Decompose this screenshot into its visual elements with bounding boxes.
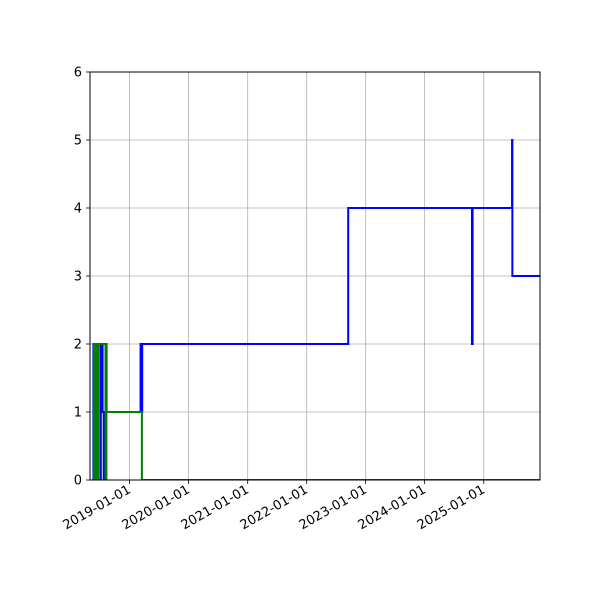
y-tick-label: 3 — [74, 270, 82, 285]
y-tick-label: 6 — [74, 66, 82, 81]
y-tick-label: 0 — [74, 474, 82, 489]
y-tick-label: 1 — [74, 406, 82, 421]
series-line — [92, 343, 540, 480]
y-tick-label: 2 — [74, 338, 82, 353]
y-tick-label: 4 — [74, 202, 82, 217]
y-axis: 0 1 2 3 4 5 6 — [74, 66, 90, 489]
series-lines — [92, 139, 540, 480]
y-tick-label: 5 — [74, 134, 82, 149]
